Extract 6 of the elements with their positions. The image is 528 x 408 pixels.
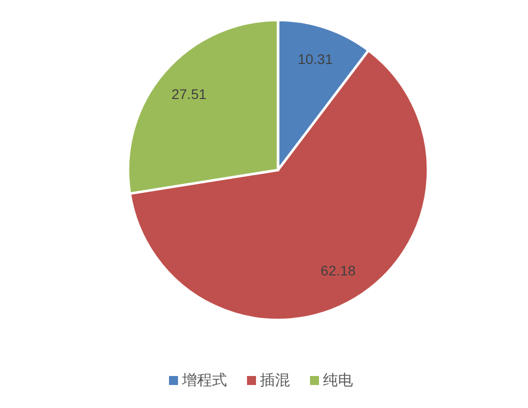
legend-label: 增程式 xyxy=(182,371,227,389)
legend-label: 插混 xyxy=(260,371,290,389)
legend-label: 纯电 xyxy=(323,371,353,389)
data-label: 27.51 xyxy=(171,86,207,102)
data-label: 62.18 xyxy=(320,262,356,278)
data-label: 10.31 xyxy=(298,51,333,68)
